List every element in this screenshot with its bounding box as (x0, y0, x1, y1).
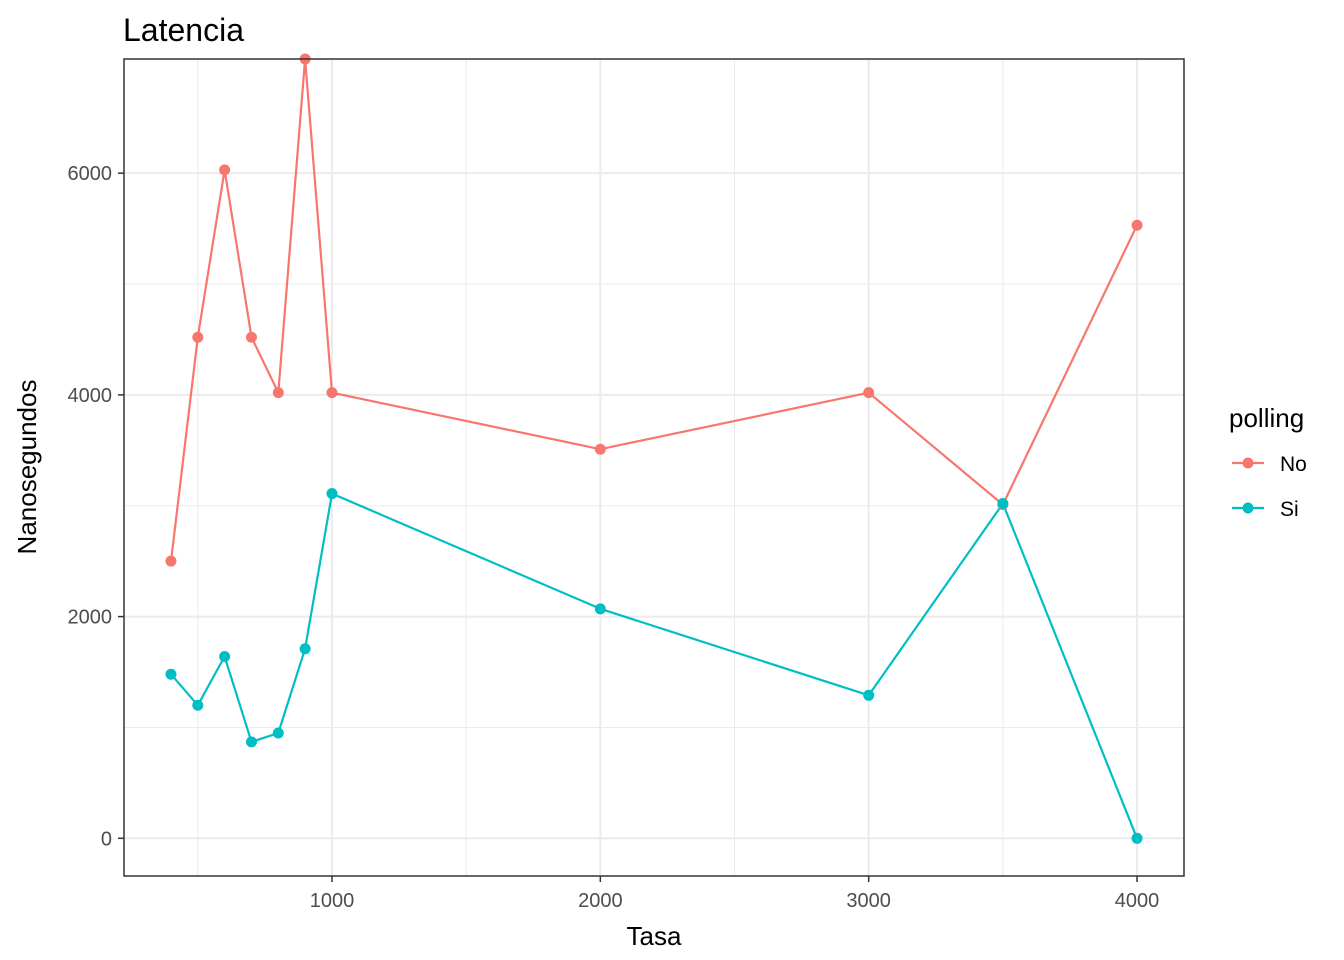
x-axis-title: Tasa (627, 921, 682, 951)
chart-title: Latencia (123, 12, 244, 48)
data-point-no (219, 164, 231, 176)
y-tick-label: 6000 (68, 163, 113, 185)
data-point-si (165, 668, 177, 680)
data-point-si (594, 603, 606, 615)
plot-border (123, 58, 1185, 877)
legend-key-point-si (1242, 502, 1254, 514)
data-point-si (192, 699, 204, 711)
y-axis-title: Nanosegundos (12, 380, 42, 555)
legend-key-point-no (1242, 457, 1254, 469)
x-tick-label: 4000 (1115, 890, 1160, 912)
data-point-si (299, 643, 311, 655)
y-tick-label: 2000 (68, 607, 113, 629)
data-point-no (863, 387, 875, 399)
series-points (165, 53, 1143, 844)
plot-panel (123, 53, 1185, 877)
legend-label-si: Si (1280, 498, 1299, 521)
data-point-no (192, 331, 204, 343)
legend-label-no: No (1280, 453, 1307, 476)
data-point-si (272, 727, 284, 739)
legend-keys: No Si (1232, 453, 1307, 521)
data-point-no (245, 331, 257, 343)
data-point-no (272, 387, 284, 399)
y-tick-label: 4000 (68, 385, 113, 407)
data-point-si (863, 689, 875, 701)
y-axis: 0 2000 4000 6000 (68, 163, 124, 850)
y-tick-label: 0 (101, 828, 112, 850)
data-point-si (326, 488, 338, 500)
data-point-si (245, 736, 257, 748)
data-point-no (594, 443, 606, 455)
data-point-no (326, 387, 338, 399)
data-point-no (165, 555, 177, 567)
x-axis: 1000 2000 3000 4000 (310, 876, 1160, 912)
plot-background (124, 59, 1184, 876)
data-point-si (1131, 832, 1143, 844)
legend-title: polling (1229, 403, 1304, 433)
minor-gridlines (124, 59, 1184, 876)
major-gridlines (124, 59, 1184, 876)
x-tick-label: 3000 (846, 890, 891, 912)
x-tick-label: 2000 (578, 890, 623, 912)
data-point-si (997, 498, 1009, 510)
x-tick-label: 1000 (310, 890, 355, 912)
data-point-no (1131, 219, 1143, 231)
data-point-si (219, 651, 231, 663)
legend: polling No Si (1229, 403, 1307, 521)
